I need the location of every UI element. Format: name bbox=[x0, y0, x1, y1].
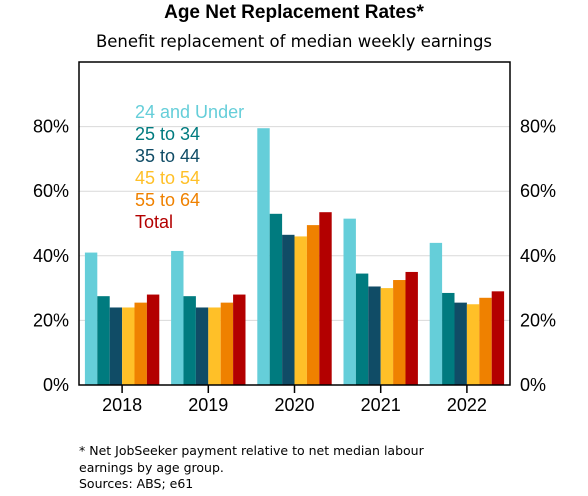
x-tick-label: 2022 bbox=[447, 395, 487, 415]
bar bbox=[146, 294, 160, 385]
legend-entry: 55 to 64 bbox=[135, 190, 200, 210]
bar bbox=[368, 286, 381, 385]
legend-entry: Total bbox=[135, 212, 173, 232]
legend-entry: 24 and Under bbox=[135, 102, 244, 122]
bar bbox=[208, 307, 221, 385]
bar bbox=[343, 218, 356, 385]
bar bbox=[380, 288, 394, 385]
x-tick-label: 2020 bbox=[274, 395, 314, 415]
y-tick-label-right: 60% bbox=[520, 181, 556, 201]
bar bbox=[233, 294, 246, 385]
bars bbox=[84, 128, 505, 385]
y-tick-label-left: 20% bbox=[33, 310, 69, 330]
y-tick-label-right: 40% bbox=[520, 246, 556, 266]
bar bbox=[183, 296, 196, 385]
x-tick-label: 2018 bbox=[102, 395, 142, 415]
chart-title: Age Net Replacement Rates* bbox=[164, 2, 424, 23]
bar bbox=[122, 307, 135, 385]
bar bbox=[429, 242, 443, 385]
bar bbox=[294, 236, 307, 385]
bar bbox=[491, 291, 505, 385]
y-tick-label-right: 20% bbox=[520, 310, 556, 330]
footnote-line-2: earnings by age group. bbox=[79, 459, 224, 475]
bar bbox=[134, 302, 147, 385]
bar bbox=[282, 234, 295, 385]
bar bbox=[319, 212, 332, 385]
axes: 0% 0% 20% 20% 40% 40% 60% 60% 80% 80% 2018 2019 2020… bbox=[33, 61, 556, 415]
bar bbox=[306, 225, 320, 385]
bar bbox=[97, 296, 110, 385]
bar bbox=[84, 252, 98, 385]
bar bbox=[269, 213, 283, 385]
x-tick-label: 2021 bbox=[361, 395, 401, 415]
y-tick-label-left: 40% bbox=[33, 246, 69, 266]
footnote-line-1: * Net JobSeeker payment relative to net … bbox=[79, 443, 424, 458]
bar bbox=[355, 273, 369, 385]
notes: * Net JobSeeker payment relative to net … bbox=[79, 443, 424, 493]
bar bbox=[171, 250, 184, 385]
sources: Sources: ABS; e61 bbox=[79, 476, 194, 491]
legend-entry: 45 to 54 bbox=[135, 168, 200, 188]
bar bbox=[220, 302, 234, 385]
y-tick-label-right: 80% bbox=[520, 117, 556, 137]
bar bbox=[454, 302, 467, 385]
bar bbox=[442, 292, 455, 385]
y-tick-label-right: 0% bbox=[520, 375, 546, 395]
legend-entry: 25 to 34 bbox=[135, 124, 200, 144]
bar bbox=[479, 297, 492, 385]
bar bbox=[109, 307, 123, 385]
bar bbox=[195, 307, 209, 385]
bar bbox=[466, 304, 480, 385]
bar bbox=[393, 280, 406, 385]
y-tick-label-left: 0% bbox=[43, 375, 69, 395]
plot-frame bbox=[78, 61, 511, 386]
legend-entry: 35 to 44 bbox=[135, 146, 200, 166]
bar bbox=[405, 271, 418, 385]
y-tick-label-left: 60% bbox=[33, 181, 69, 201]
x-tick-label: 2019 bbox=[188, 395, 228, 415]
chart-subtitle: Benefit replacement of median weekly ear… bbox=[95, 32, 493, 51]
bar bbox=[257, 128, 270, 385]
y-tick-label-left: 80% bbox=[33, 117, 69, 137]
